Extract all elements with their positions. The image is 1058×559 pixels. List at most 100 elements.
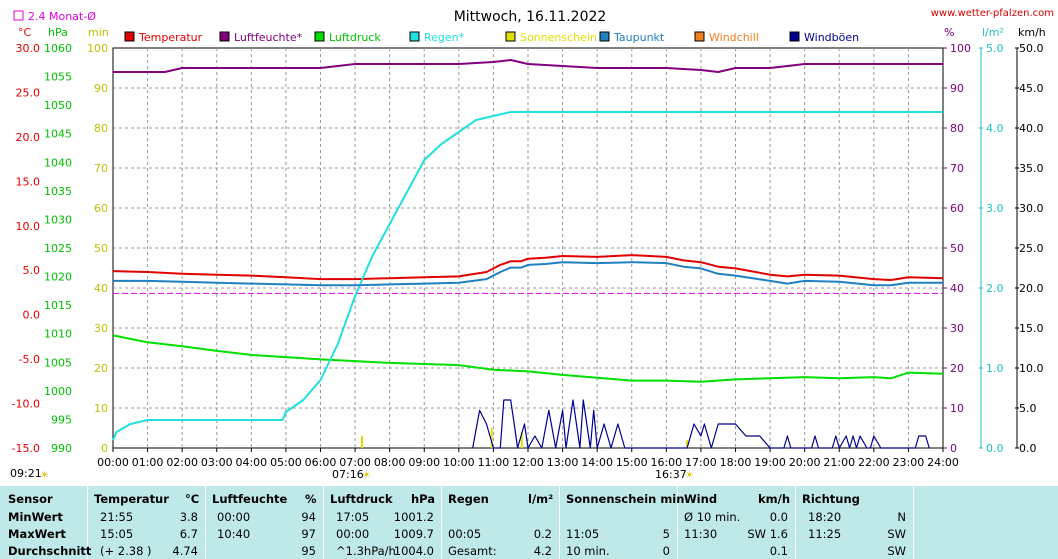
tick-pressure: 1040 <box>44 156 72 169</box>
legend-swatch-dewpoint <box>599 31 610 42</box>
series-line-temperature <box>112 254 944 281</box>
weather-chart: Mittwoch, 16.11.2022 www.wetter-pfalzen.… <box>10 8 1054 481</box>
tick-temp: -10.0 <box>12 398 40 411</box>
tick-pressure: 1000 <box>44 385 72 398</box>
tick-wind: 0.0 <box>1019 442 1037 455</box>
tick-time: 08:00 <box>374 456 406 469</box>
tick-time: 13:00 <box>547 456 579 469</box>
time-now: 09:21 <box>10 467 42 480</box>
stats-cell-label: MaxWert <box>8 527 66 541</box>
tick-pressure: 990 <box>51 442 72 455</box>
legend-swatch-humidity <box>219 31 230 42</box>
stats-cell-label: Durchschnitt <box>8 544 92 558</box>
legend-label-pressure: Luftdruck <box>329 31 381 44</box>
stats-cell-dir_val: SW <box>887 527 906 541</box>
stats-header-temp-unit: °C <box>185 492 200 506</box>
legend-swatch-gusts <box>789 31 800 42</box>
tick-time: 00:00 <box>97 456 129 469</box>
tick-pressure: 1045 <box>44 128 72 141</box>
tick-pressure: 1055 <box>44 71 72 84</box>
tick-wind: 20.0 <box>1019 282 1044 295</box>
tick-time: 15:00 <box>616 456 648 469</box>
tick-time: 16:00 <box>650 456 682 469</box>
stats-cell-temp_val: 6.7 <box>179 527 198 541</box>
tick-time: 01:00 <box>132 456 164 469</box>
stats-cell-sun_time: 11:05 <box>566 527 600 541</box>
tick-minutes: 60 <box>94 202 108 215</box>
tick-rain: 4.0 <box>986 122 1004 135</box>
tick-pressure: 1010 <box>44 328 72 341</box>
tick-time: 03:00 <box>201 456 233 469</box>
tick-minutes: 90 <box>94 82 108 95</box>
tick-time: 18:00 <box>720 456 752 469</box>
legend-swatch-pressure <box>314 31 325 42</box>
legend-label-rain: Regen* <box>424 31 465 44</box>
sunset-time: 16:37 <box>655 468 687 481</box>
tick-time: 07:00 <box>339 456 371 469</box>
tick-pressure: 1035 <box>44 185 72 198</box>
tick-pressure: 1025 <box>44 242 72 255</box>
unit-temp: °C <box>18 26 32 39</box>
tick-minutes: 80 <box>94 122 108 135</box>
tick-pressure: 1030 <box>44 213 72 226</box>
stats-header-wind: Wind <box>684 492 718 506</box>
tick-pressure: 1020 <box>44 271 72 284</box>
stats-cell-hum_time: 10:40 <box>217 527 251 541</box>
stats-cell-sun_val: 0 <box>662 544 670 558</box>
tick-minutes: 20 <box>94 362 108 375</box>
tick-minutes: 30 <box>94 322 108 335</box>
stats-cell-temp_time: 21:55 <box>100 510 134 524</box>
stats-cell-press_val: 1009.7 <box>393 527 434 541</box>
sunrise-icon: ☀ <box>362 470 371 481</box>
tick-percent: 20 <box>950 362 964 375</box>
site-link[interactable]: www.wetter-pfalzen.com <box>931 8 1054 19</box>
tick-wind: 45.0 <box>1019 82 1044 95</box>
tick-percent: 50 <box>950 242 964 255</box>
tick-temp: 10.0 <box>16 220 41 233</box>
chart-title: Mittwoch, 16.11.2022 <box>454 9 607 25</box>
stats-cell-hum_val: 94 <box>301 510 316 524</box>
stats-cell-rain_time: Gesamt: <box>448 544 497 558</box>
tick-wind: 40.0 <box>1019 122 1044 135</box>
sun-icon-now: ☀ <box>40 470 49 481</box>
tick-time: 02:00 <box>166 456 198 469</box>
stats-cell-dir_time: 18:20 <box>808 510 842 524</box>
legend-label-dewpoint: Taupunkt <box>613 31 665 44</box>
stats-cell-sun_time: 10 min. <box>566 544 610 558</box>
tick-rain: 5.0 <box>986 42 1004 55</box>
tick-time: 14:00 <box>581 456 613 469</box>
tick-time: 12:00 <box>512 456 544 469</box>
tick-wind: 15.0 <box>1019 322 1044 335</box>
stats-cell-wind_time: Ø 10 min. <box>684 510 741 524</box>
tick-wind: 35.0 <box>1019 162 1044 175</box>
stats-header-direction: Richtung <box>802 492 860 506</box>
stats-table: Sensor Temperatur °C Luftfeuchte % Luftd… <box>0 486 1058 559</box>
tick-minutes: 50 <box>94 242 108 255</box>
tick-minutes: 70 <box>94 162 108 175</box>
grid <box>113 48 943 448</box>
stats-cell-wind_val: SW 1.6 <box>747 527 788 541</box>
stats-cell-dir_val: SW <box>887 544 906 558</box>
stats-header-humidity-unit: % <box>305 492 317 506</box>
legend-swatch-temperature <box>124 31 135 42</box>
stats-cell-hum_time: 00:00 <box>217 510 251 524</box>
tick-temp: 5.0 <box>23 264 41 277</box>
tick-minutes: 40 <box>94 282 108 295</box>
tick-temp: 20.0 <box>16 131 41 144</box>
stats-cell-press_val: 1001.2 <box>393 510 434 524</box>
stats-cell-temp_time: (+ 2.38 ) <box>100 544 152 558</box>
month-avg-legend-box <box>13 10 24 21</box>
stats-header-rain: Regen <box>448 492 489 506</box>
tick-pressure: 1005 <box>44 356 72 369</box>
tick-percent: 40 <box>950 282 964 295</box>
tick-time: 24:00 <box>927 456 959 469</box>
legend-label-windchill: Windchill <box>709 31 759 44</box>
tick-pressure: 1050 <box>44 99 72 112</box>
stats-header-pressure: Luftdruck <box>330 492 393 506</box>
tick-temp: -5.0 <box>19 353 40 366</box>
tick-temp: 15.0 <box>16 175 41 188</box>
tick-wind: 30.0 <box>1019 202 1044 215</box>
tick-time: 20:00 <box>789 456 821 469</box>
stats-cell-hum_val: 97 <box>301 527 316 541</box>
stats-header-wind-unit: km/h <box>758 492 791 506</box>
